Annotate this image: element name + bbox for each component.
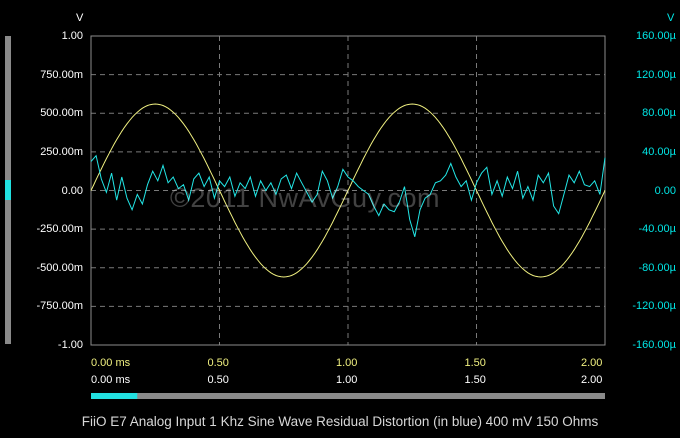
x-tick-label-bottom: 2.00 (581, 374, 603, 386)
x-tick-label-top: 1.50 (464, 357, 486, 369)
right-tick-label: -120.00µ (632, 300, 676, 313)
right-tick-label: 40.00µ (642, 145, 676, 158)
right-tick-label: 0.00 (654, 184, 676, 197)
right-tick-label: -160.00µ (632, 339, 676, 351)
x-tick-label-top: 0.50 (207, 357, 229, 369)
residual-distortion-trace (90, 154, 606, 237)
left-tick-label: -750.00m (36, 300, 83, 313)
horizontal-scrollbar-thumb[interactable] (91, 393, 138, 399)
right-tick-label: 80.00µ (642, 107, 676, 120)
left-tick-label: 500.00m (40, 107, 83, 120)
left-axis-unit: V (76, 12, 84, 24)
vertical-scrollbar-thumb[interactable] (5, 180, 11, 200)
left-tick-label: 1.00 (61, 30, 83, 42)
right-tick-label: 120.00µ (636, 68, 676, 81)
x-tick-label-bottom: 0.00 ms (91, 374, 131, 386)
sine-wave-trace (90, 103, 606, 278)
x-tick-label-bottom: 1.00 (336, 374, 358, 386)
x-tick-label-bottom: 1.50 (464, 374, 486, 386)
x-tick-label-bottom: 0.50 (207, 374, 229, 386)
left-tick-label: -250.00m (36, 223, 83, 236)
left-tick-label: 750.00m (40, 68, 83, 81)
caption: FiiO E7 Analog Input 1 Khz Sine Wave Res… (81, 414, 599, 429)
right-tick-label: -80.00µ (638, 261, 676, 274)
left-tick-label: -500.00m (36, 261, 83, 274)
left-tick-label: 250.00m (40, 145, 83, 158)
right-tick-label: 160.00µ (636, 30, 676, 42)
scrollbars (5, 36, 605, 399)
plot-area (90, 103, 606, 278)
right-tick-label: -40.00µ (638, 223, 676, 236)
left-tick-label: 0.00 (61, 184, 83, 197)
right-axis-unit: V (667, 12, 675, 24)
x-tick-label-top: 2.00 (581, 357, 603, 369)
x-tick-label-top: 1.00 (336, 357, 358, 369)
x-tick-label-top: 0.00 ms (91, 357, 131, 369)
horizontal-scrollbar[interactable] (91, 393, 605, 399)
left-tick-label: -1.00 (57, 339, 83, 351)
